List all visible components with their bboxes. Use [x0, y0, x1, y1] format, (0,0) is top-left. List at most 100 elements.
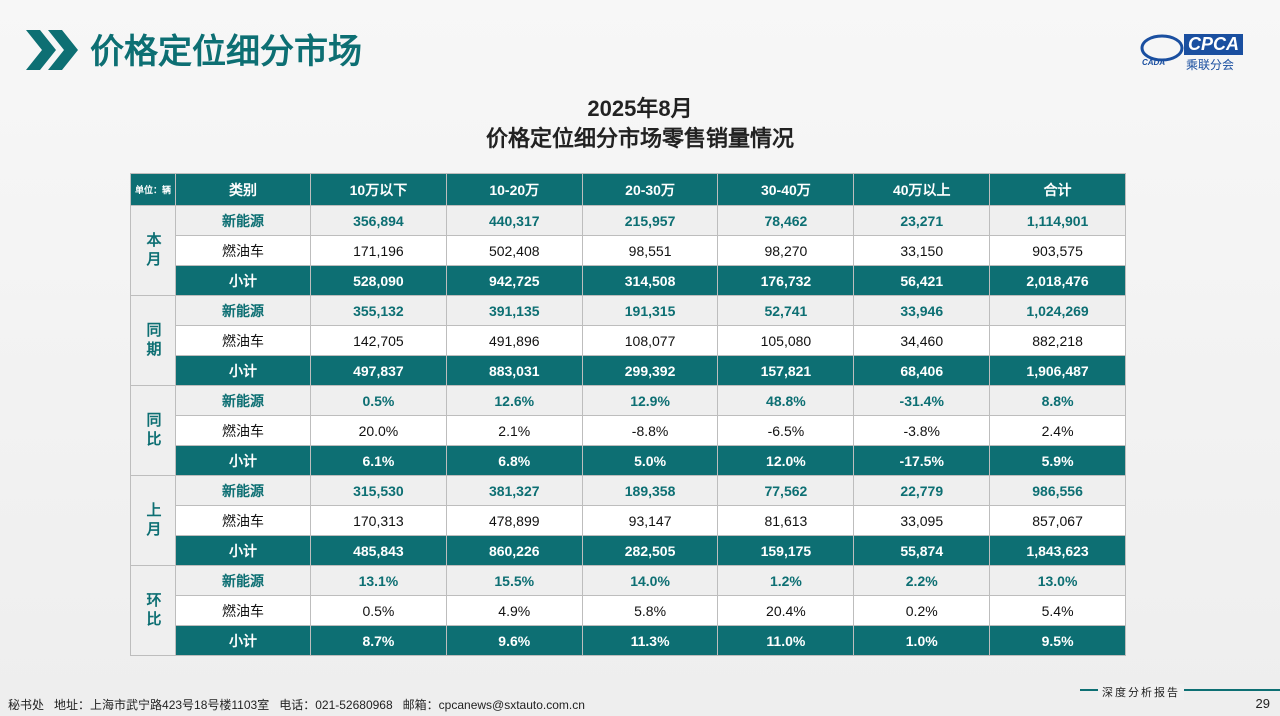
chevron-icon [26, 30, 78, 70]
value-cell: -8.8% [581, 415, 719, 446]
value-cell: 171,196 [310, 235, 447, 266]
value-cell: 170,313 [310, 505, 447, 536]
value-cell: 478,899 [445, 505, 583, 536]
value-cell: 6.1% [310, 445, 447, 476]
value-cell: 942,725 [445, 265, 583, 296]
value-cell: 55,874 [853, 535, 991, 566]
row-label: 小计 [175, 625, 311, 656]
value-cell: 191,315 [581, 295, 719, 326]
subtitle-line: 2025年8月 [587, 96, 693, 121]
value-cell: 1,114,901 [989, 205, 1126, 236]
value-cell: 860,226 [445, 535, 583, 566]
column-header: 合计 [989, 173, 1126, 206]
value-cell: 1,843,623 [989, 535, 1126, 566]
value-cell: 883,031 [445, 355, 583, 386]
value-cell: 14.0% [581, 565, 719, 596]
column-header: 20-30万 [581, 173, 719, 206]
row-label: 新能源 [175, 205, 311, 236]
value-cell: -17.5% [853, 445, 991, 476]
value-cell: 391,135 [445, 295, 583, 326]
value-cell: 381,327 [445, 475, 583, 506]
value-cell: 0.5% [310, 385, 447, 416]
value-cell: 215,957 [581, 205, 719, 236]
email: 邮箱：cpcanews@sxtauto.com.cn [402, 698, 585, 712]
table-row: 小计 6.1% 6.8% 5.0% 12.0% -17.5% 5.9% [131, 445, 1126, 476]
table-row: 燃油车 0.5% 4.9% 5.8% 20.4% 0.2% 5.4% [131, 595, 1126, 626]
value-cell: 12.6% [445, 385, 583, 416]
value-cell: 1,906,487 [989, 355, 1126, 386]
row-label: 燃油车 [175, 415, 311, 446]
page-number: 29 [1255, 696, 1270, 711]
value-cell: 33,150 [853, 235, 991, 266]
value-cell: 15.5% [445, 565, 583, 596]
table-row: 本月 新能源 356,894 440,317 215,957 78,462 23,271 1,… [130, 205, 1126, 296]
office: 秘书处 [8, 698, 45, 712]
table-row: 同比 新能源 0.5% 12.6% 12.9% 48.8% -31.4% 8.8% [130, 385, 1126, 476]
value-cell: 105,080 [717, 325, 855, 356]
table-row: 燃油车 20.0% 2.1% -8.8% -6.5% -3.8% 2.4% [131, 415, 1126, 446]
group-label: 同比 [130, 385, 176, 476]
value-cell: -3.8% [853, 415, 991, 446]
logo-mark [1140, 34, 1184, 62]
unit-cell: 单位：辆 [130, 173, 176, 206]
row-label: 燃油车 [175, 505, 311, 536]
value-cell: 13.0% [989, 565, 1126, 596]
row-label: 小计 [175, 535, 311, 566]
row-label: 新能源 [175, 475, 311, 506]
group-label: 上月 [130, 475, 176, 566]
column-header: 10-20万 [445, 173, 583, 206]
page-title: 价格定位细分市场 [90, 33, 362, 71]
value-cell: 108,077 [581, 325, 719, 356]
value-cell: 157,821 [717, 355, 855, 386]
value-cell: 23,271 [853, 205, 991, 236]
value-cell: 903,575 [989, 235, 1126, 266]
value-cell: 5.0% [581, 445, 719, 476]
value-cell: 2.2% [853, 565, 991, 596]
table-row: 小计 8.7% 9.6% 11.3% 11.0% 1.0% 9.5% [131, 625, 1126, 656]
row-label: 燃油车 [175, 325, 311, 356]
value-cell: 11.0% [717, 625, 855, 656]
subtitle-line: 价格定位细分市场零售销量情况 [485, 126, 794, 151]
value-cell: 528,090 [310, 265, 447, 296]
column-header: 30-40万 [717, 173, 855, 206]
value-cell: -6.5% [717, 415, 855, 446]
value-cell: 502,408 [445, 235, 583, 266]
value-cell: 68,406 [853, 355, 991, 386]
value-cell: 314,508 [581, 265, 719, 296]
value-cell: 440,317 [445, 205, 583, 236]
table-row: 小计 485,843 860,226 282,505 159,175 55,874 1,84… [131, 535, 1126, 566]
value-cell: 142,705 [310, 325, 447, 356]
value-cell: 1,024,269 [989, 295, 1126, 326]
group-label: 环比 [130, 565, 176, 656]
value-cell: 12.9% [581, 385, 719, 416]
phone: 电话：021-52680968 [279, 698, 393, 712]
value-cell: 315,530 [310, 475, 447, 506]
value-cell: 12.0% [717, 445, 855, 476]
logo: CADA CPCA 乘联分会 [1140, 30, 1260, 72]
row-label: 新能源 [175, 565, 311, 596]
value-cell: 78,462 [717, 205, 855, 236]
table-row: 燃油车 142,705 491,896 108,077 105,080 34,460 882… [131, 325, 1126, 356]
table-row: 上月 新能源 315,530 381,327 189,358 77,562 22,779 98… [130, 475, 1126, 566]
value-cell: 1.0% [853, 625, 991, 656]
column-header: 40万以上 [853, 173, 991, 206]
row-label: 燃油车 [175, 595, 311, 626]
value-cell: 98,270 [717, 235, 855, 266]
value-cell: 356,894 [310, 205, 447, 236]
footer: 深度分析报告 秘书处 地址：上海市武宁路423号18号楼1103室 电话：021… [0, 684, 1280, 716]
value-cell: 0.2% [853, 595, 991, 626]
row-label: 小计 [175, 265, 311, 296]
value-cell: 299,392 [581, 355, 719, 386]
table-row: 燃油车 171,196 502,408 98,551 98,270 33,150 903,5… [131, 235, 1126, 266]
subtitle: 2025年8月 价格定位细分市场零售销量情况 [0, 94, 1280, 154]
value-cell: 20.0% [310, 415, 447, 446]
group-label: 同期 [130, 295, 176, 386]
logo-name: CPCA [1184, 34, 1244, 55]
value-cell: 485,843 [310, 535, 447, 566]
value-cell: 0.5% [310, 595, 447, 626]
logo-org: 乘联分会 [1186, 58, 1235, 72]
value-cell: 33,946 [853, 295, 991, 326]
logo-mark-text: CADA [1142, 58, 1166, 67]
value-cell: 8.8% [989, 385, 1126, 416]
